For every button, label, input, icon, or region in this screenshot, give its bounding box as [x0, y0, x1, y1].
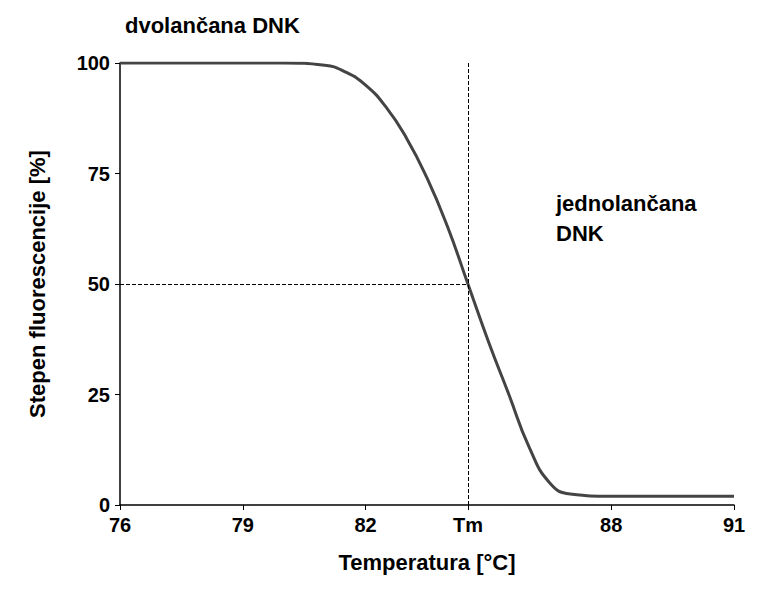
- svg-text:75: 75: [88, 163, 110, 185]
- svg-text:76: 76: [109, 514, 131, 536]
- svg-text:dvolančana DNK: dvolančana DNK: [125, 13, 300, 38]
- svg-text:0: 0: [99, 494, 110, 516]
- svg-text:91: 91: [723, 514, 745, 536]
- svg-text:88: 88: [600, 514, 622, 536]
- svg-text:79: 79: [232, 514, 254, 536]
- svg-text:Temperatura [°C]: Temperatura [°C]: [338, 550, 515, 575]
- svg-text:82: 82: [354, 514, 376, 536]
- svg-text:50: 50: [88, 273, 110, 295]
- svg-text:100: 100: [77, 52, 110, 74]
- svg-text:25: 25: [88, 384, 110, 406]
- svg-text:DNK: DNK: [556, 221, 604, 246]
- svg-text:jednolančana: jednolančana: [555, 191, 697, 216]
- svg-text:Tm: Tm: [453, 514, 483, 536]
- svg-text:Stepen fluorescencije [%]: Stepen fluorescencije [%]: [25, 150, 50, 418]
